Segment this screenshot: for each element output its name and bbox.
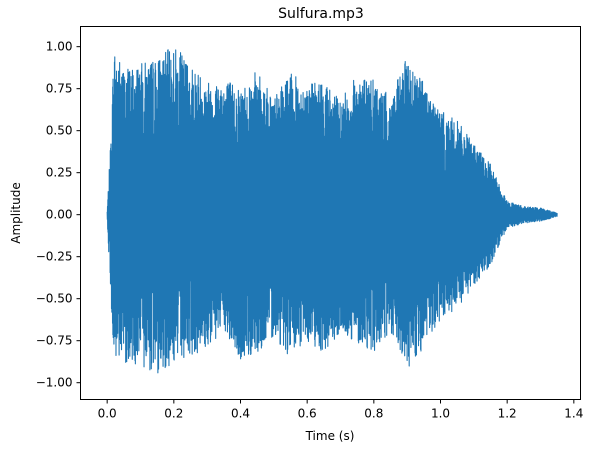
y-axis: −1.00 −0.75 −0.50 −0.25 0.00 0.25 0.50 0.75 1.00: [36, 40, 81, 390]
y-tick-label: 0.75: [46, 82, 73, 96]
x-tick-label: 0.6: [298, 407, 317, 421]
waveform-series: [106, 49, 558, 374]
y-tick-label: −0.25: [36, 250, 73, 264]
y-tick-label: 1.00: [46, 40, 73, 54]
y-tick-label: 0.00: [46, 208, 73, 222]
x-tick-label: 0.0: [98, 407, 117, 421]
y-tick-label: −1.00: [36, 376, 73, 390]
x-tick-label: 0.4: [231, 407, 250, 421]
y-tick-label: 0.50: [46, 124, 73, 138]
axes-frame: [80, 26, 581, 400]
x-tick-label: 1.2: [498, 407, 517, 421]
x-tick-label: 1.4: [564, 407, 583, 421]
x-axis-label: Time (s): [305, 429, 355, 443]
y-tick-label: 0.25: [46, 166, 73, 180]
plot-area: [106, 49, 558, 374]
x-tick-label: 0.2: [164, 407, 183, 421]
y-tick-label: −0.75: [36, 334, 73, 348]
y-axis-label: Amplitude: [9, 182, 23, 244]
x-axis: 0.0 0.2 0.4 0.6 0.8 1.0 1.2 1.4: [98, 399, 583, 421]
x-tick-label: 0.8: [364, 407, 383, 421]
chart-title: Sulfura.mp3: [278, 6, 364, 22]
y-tick-label: −0.50: [36, 292, 73, 306]
x-tick-label: 1.0: [431, 407, 450, 421]
